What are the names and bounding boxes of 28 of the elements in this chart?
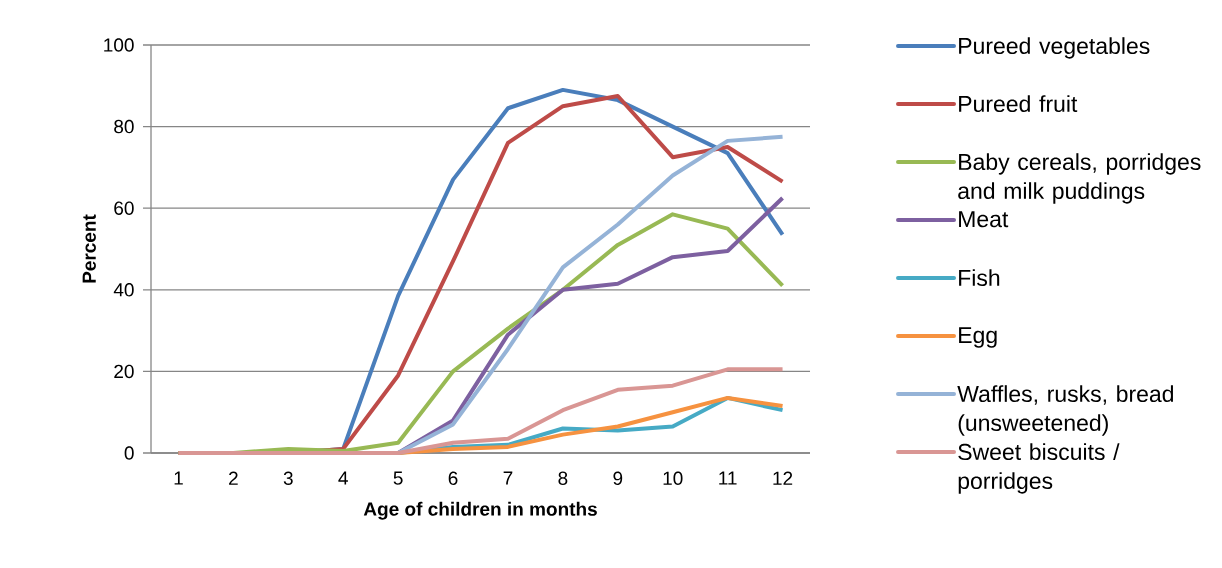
x-tick-label: 12 <box>773 471 793 485</box>
y-tick-label: 0 <box>124 446 134 460</box>
legend-label: Waffles, rusks, bread (unsweetened) <box>957 385 1174 436</box>
x-tick-label: 9 <box>613 471 623 485</box>
legend-label: Pureed vegetables <box>959 37 1150 59</box>
x-tick-label: 4 <box>338 471 348 485</box>
x-tick-label: 8 <box>558 471 568 485</box>
y-tick-label: 100 <box>104 38 134 52</box>
x-tick-label: 2 <box>229 471 238 485</box>
y-tick-label: 40 <box>113 283 134 297</box>
legend-label: Egg <box>959 327 997 348</box>
legend-label: Baby cereals, porridges and milk puddings <box>958 153 1201 204</box>
x-tick-label: 11 <box>719 471 737 485</box>
y-tick-label: 80 <box>114 119 134 134</box>
legend-label: Sweet biscuits / porridges <box>958 443 1120 494</box>
legend-label: Meat <box>959 211 1009 228</box>
y-tick-label: 60 <box>114 201 134 215</box>
x-tick-label: 7 <box>503 471 513 485</box>
x-tick-label: 3 <box>283 471 293 485</box>
legend-label: Fish <box>959 269 1000 287</box>
y-axis-title: Percent <box>82 214 96 283</box>
x-tick-label: 10 <box>663 471 683 485</box>
x-tick-label: 6 <box>448 471 458 485</box>
x-tick-label: 5 <box>393 471 403 485</box>
y-tick-label: 20 <box>114 364 134 379</box>
x-axis-title: Age of children in months <box>363 501 597 520</box>
x-tick-label: 1 <box>174 471 183 485</box>
legend-label: Pureed fruit <box>959 95 1078 113</box>
